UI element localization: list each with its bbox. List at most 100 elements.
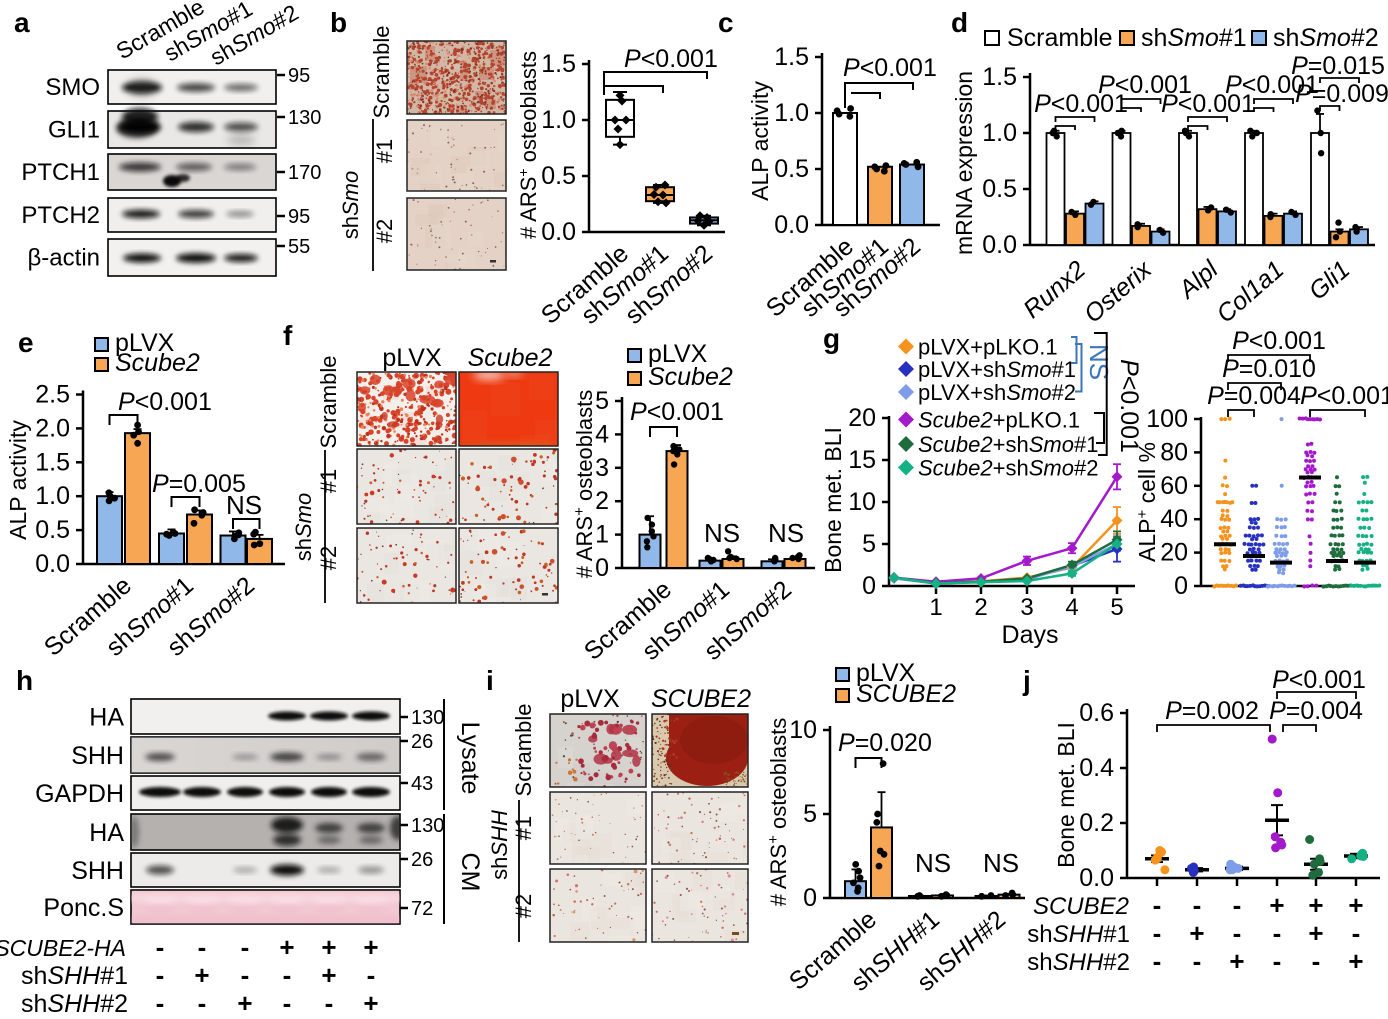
svg-text:P=0.005: P=0.005 — [152, 470, 246, 498]
svg-text:mRNA expression: mRNA expression — [951, 71, 977, 255]
svg-text:-: - — [1273, 918, 1282, 948]
svg-text:NS: NS — [983, 848, 1019, 878]
svg-text:0: 0 — [595, 554, 609, 582]
svg-text:P=0.002: P=0.002 — [1165, 697, 1259, 725]
svg-text:26: 26 — [411, 731, 433, 753]
svg-text:SHH: SHH — [71, 742, 124, 770]
svg-text:-: - — [1312, 946, 1321, 976]
svg-text:Lysate: Lysate — [456, 722, 484, 795]
svg-text:e: e — [18, 327, 34, 358]
svg-text:0.4: 0.4 — [1079, 754, 1114, 782]
svg-text:Scube2: Scube2 — [648, 363, 733, 391]
svg-text:pLVX+pLKO.1: pLVX+pLKO.1 — [918, 335, 1058, 360]
svg-text:Scramble: Scramble — [369, 26, 394, 119]
svg-text:72: 72 — [411, 898, 433, 920]
svg-text:shSmo: shSmo — [291, 493, 316, 562]
svg-text:P<0.001: P<0.001 — [630, 398, 724, 426]
svg-text:-: - — [1153, 890, 1162, 920]
svg-text:100: 100 — [1146, 405, 1188, 433]
svg-text:-: - — [241, 960, 250, 990]
svg-text:SMO: SMO — [45, 74, 100, 101]
svg-text:0: 0 — [862, 572, 876, 600]
svg-text:2.0: 2.0 — [35, 414, 70, 442]
svg-text:Scube2+pLKO.1: Scube2+pLKO.1 — [918, 408, 1080, 433]
svg-text:P<0.001: P<0.001 — [1161, 90, 1255, 118]
svg-text:g: g — [823, 323, 840, 354]
svg-text:shSHH#2: shSHH#2 — [1027, 949, 1130, 976]
svg-text:# ARS+ osteoblasts: # ARS+ osteoblasts — [515, 51, 541, 239]
svg-text:#2: #2 — [511, 894, 536, 918]
svg-text:3: 3 — [595, 454, 609, 482]
svg-text:f: f — [283, 320, 293, 351]
svg-text:Scramble: Scramble — [1007, 24, 1113, 52]
svg-text:+: + — [1308, 918, 1323, 948]
svg-text:Ponc.S: Ponc.S — [43, 894, 124, 922]
svg-text:shSmo#1: shSmo#1 — [1141, 24, 1247, 52]
svg-text:Scube2: Scube2 — [468, 344, 553, 372]
svg-text:95: 95 — [288, 206, 310, 228]
svg-text:+: + — [321, 960, 336, 990]
svg-text:15: 15 — [848, 446, 876, 474]
svg-text:pLVX: pLVX — [382, 344, 442, 372]
svg-text:1.5: 1.5 — [541, 50, 576, 78]
svg-text:shSmo#2: shSmo#2 — [1273, 24, 1379, 52]
svg-text:60: 60 — [1160, 472, 1188, 500]
svg-text:P<0.001: P<0.001 — [624, 45, 718, 73]
svg-text:h: h — [16, 665, 33, 696]
svg-text:20: 20 — [1160, 539, 1188, 567]
svg-text:shSHH#1: shSHH#1 — [1027, 921, 1130, 948]
svg-text:1.0: 1.0 — [541, 106, 576, 134]
svg-text:NS: NS — [768, 518, 804, 548]
svg-text:+: + — [1348, 890, 1363, 920]
svg-text:GLI1: GLI1 — [48, 117, 100, 144]
svg-text:c: c — [718, 7, 734, 38]
svg-text:10: 10 — [789, 716, 817, 744]
svg-text:3: 3 — [1020, 594, 1033, 621]
svg-text:# ARS+ osteoblasts: # ARS+ osteoblasts — [765, 718, 792, 907]
svg-text:P<0.001: P<0.001 — [1232, 327, 1326, 355]
svg-text:β-actin: β-actin — [28, 245, 101, 272]
svg-text:Days: Days — [1002, 621, 1059, 649]
svg-text:pLVX: pLVX — [856, 659, 916, 687]
svg-text:10: 10 — [848, 488, 876, 516]
svg-text:55: 55 — [288, 236, 310, 258]
svg-text:Scube2+shSmo#2: Scube2+shSmo#2 — [918, 456, 1098, 481]
svg-text:1.5: 1.5 — [982, 63, 1017, 91]
svg-text:0: 0 — [1174, 572, 1188, 600]
svg-text:P=0.004: P=0.004 — [1207, 382, 1301, 410]
svg-text:-: - — [367, 960, 376, 990]
svg-text:GAPDH: GAPDH — [35, 780, 124, 808]
svg-text:0.2: 0.2 — [1079, 809, 1114, 837]
svg-text:SCUBE2: SCUBE2 — [856, 680, 956, 708]
svg-text:+: + — [1348, 946, 1363, 976]
svg-text:+: + — [237, 988, 252, 1018]
svg-text:+: + — [279, 932, 294, 962]
svg-text:-: - — [1233, 918, 1242, 948]
svg-text:Bone met. BLI: Bone met. BLI — [1053, 722, 1079, 868]
svg-text:0.5: 0.5 — [35, 516, 70, 544]
svg-text:170: 170 — [288, 162, 321, 184]
svg-text:shSHH: shSHH — [487, 810, 512, 880]
svg-text:-: - — [1193, 946, 1202, 976]
svg-text:130: 130 — [288, 107, 321, 129]
svg-text:1.5: 1.5 — [774, 43, 809, 71]
svg-text:P<0.001: P<0.001 — [118, 388, 212, 416]
svg-text:shSHH#2: shSHH#2 — [21, 990, 128, 1018]
svg-text:-: - — [198, 988, 207, 1018]
svg-text:-: - — [1273, 946, 1282, 976]
svg-text:P<0.001: P<0.001 — [1098, 71, 1192, 99]
svg-text:pLVX+shSmo#2: pLVX+shSmo#2 — [918, 380, 1076, 405]
svg-text:ALP activity: ALP activity — [747, 81, 773, 201]
svg-text:a: a — [14, 7, 30, 38]
svg-text:SCUBE2-HA: SCUBE2-HA — [0, 935, 126, 961]
svg-text:-: - — [1193, 890, 1202, 920]
svg-text:5: 5 — [862, 530, 876, 558]
svg-text:NS: NS — [1084, 344, 1114, 380]
svg-text:0.0: 0.0 — [35, 550, 70, 578]
svg-text:0.0: 0.0 — [1079, 864, 1114, 892]
svg-text:Scube2: Scube2 — [115, 349, 200, 377]
svg-text:P<0.001: P<0.001 — [1115, 359, 1143, 453]
svg-text:-: - — [1352, 918, 1361, 948]
svg-text:+: + — [1269, 890, 1284, 920]
svg-text:1.5: 1.5 — [35, 448, 70, 476]
